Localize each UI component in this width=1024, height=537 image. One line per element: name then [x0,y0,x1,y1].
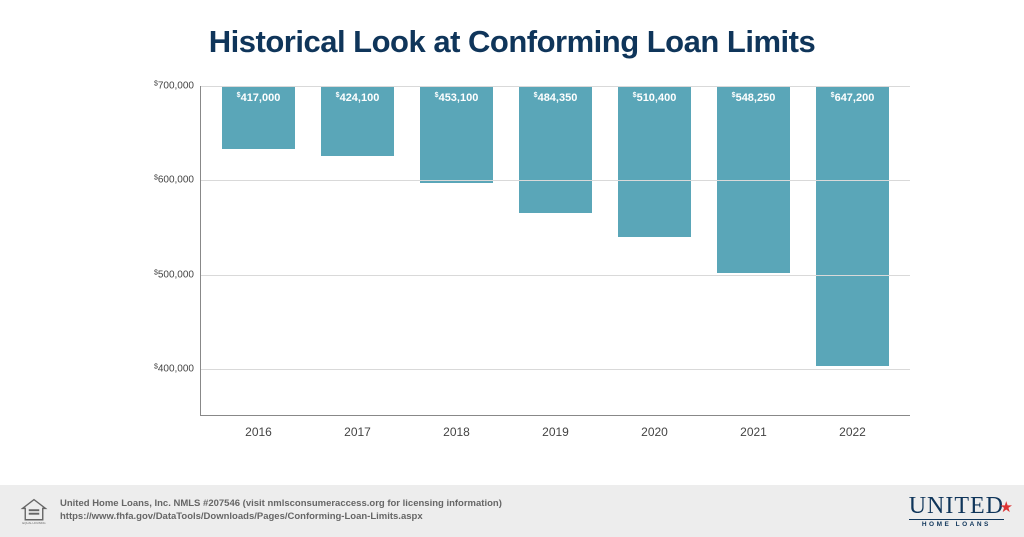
bar-chart: 417,0002016424,1002017453,1002018484,350… [150,76,910,456]
chart-title: Historical Look at Conforming Loan Limit… [0,0,1024,60]
x-tick-label: 2021 [740,425,767,439]
united-logo: UNITED ★ HOME LOANS [909,494,1004,528]
logo-main: UNITED ★ [909,494,1004,518]
bar-value-label: 548,250 [732,92,776,104]
bar: 510,400 [618,86,691,237]
bar-value-label: 484,350 [534,92,578,104]
gridline [201,275,910,276]
plot-area: 417,0002016424,1002017453,1002018484,350… [200,86,910,416]
bar-value-label: 510,400 [633,92,677,104]
bar-slot: 484,3502019 [506,86,605,415]
gridline [201,180,910,181]
gridline [201,369,910,370]
bar-slot: 647,2002022 [803,86,902,415]
gridline [201,86,910,87]
x-tick-label: 2019 [542,425,569,439]
footer-text: United Home Loans, Inc. NMLS #207546 (vi… [60,498,502,524]
x-tick-label: 2016 [245,425,272,439]
bar-value-label: 647,200 [831,92,875,104]
bar: 424,100 [321,86,394,156]
x-tick-label: 2017 [344,425,371,439]
bar-value-label: 417,000 [237,92,281,104]
bar-slot: 510,4002020 [605,86,704,415]
bar-slot: 424,1002017 [308,86,407,415]
bars-container: 417,0002016424,1002017453,1002018484,350… [201,86,910,415]
y-tick-label: 700,000 [154,81,194,92]
x-tick-label: 2022 [839,425,866,439]
bar-slot: 548,2502021 [704,86,803,415]
bar-value-label: 424,100 [336,92,380,104]
svg-text:EQUAL HOUSING: EQUAL HOUSING [22,521,45,525]
bar: 647,200 [816,86,889,366]
footer-line-2: https://www.fhfa.gov/DataTools/Downloads… [60,511,502,524]
logo-sub: HOME LOANS [909,519,1004,528]
footer: EQUAL HOUSING United Home Loans, Inc. NM… [0,485,1024,537]
footer-line-1: United Home Loans, Inc. NMLS #207546 (vi… [60,498,502,511]
y-tick-label: 500,000 [154,269,194,280]
y-tick-label: 600,000 [154,175,194,186]
bar: 453,100 [420,86,493,183]
bar-value-label: 453,100 [435,92,479,104]
x-tick-label: 2018 [443,425,470,439]
equal-housing-icon: EQUAL HOUSING [20,497,48,525]
bar: 484,350 [519,86,592,213]
bar-slot: 453,1002018 [407,86,506,415]
bar-slot: 417,0002016 [209,86,308,415]
star-icon: ★ [1000,501,1014,516]
y-tick-label: 400,000 [154,363,194,374]
bar: 417,000 [222,86,295,149]
footer-left: EQUAL HOUSING United Home Loans, Inc. NM… [20,497,502,525]
logo-main-text: UNITED [909,493,1004,519]
x-tick-label: 2020 [641,425,668,439]
